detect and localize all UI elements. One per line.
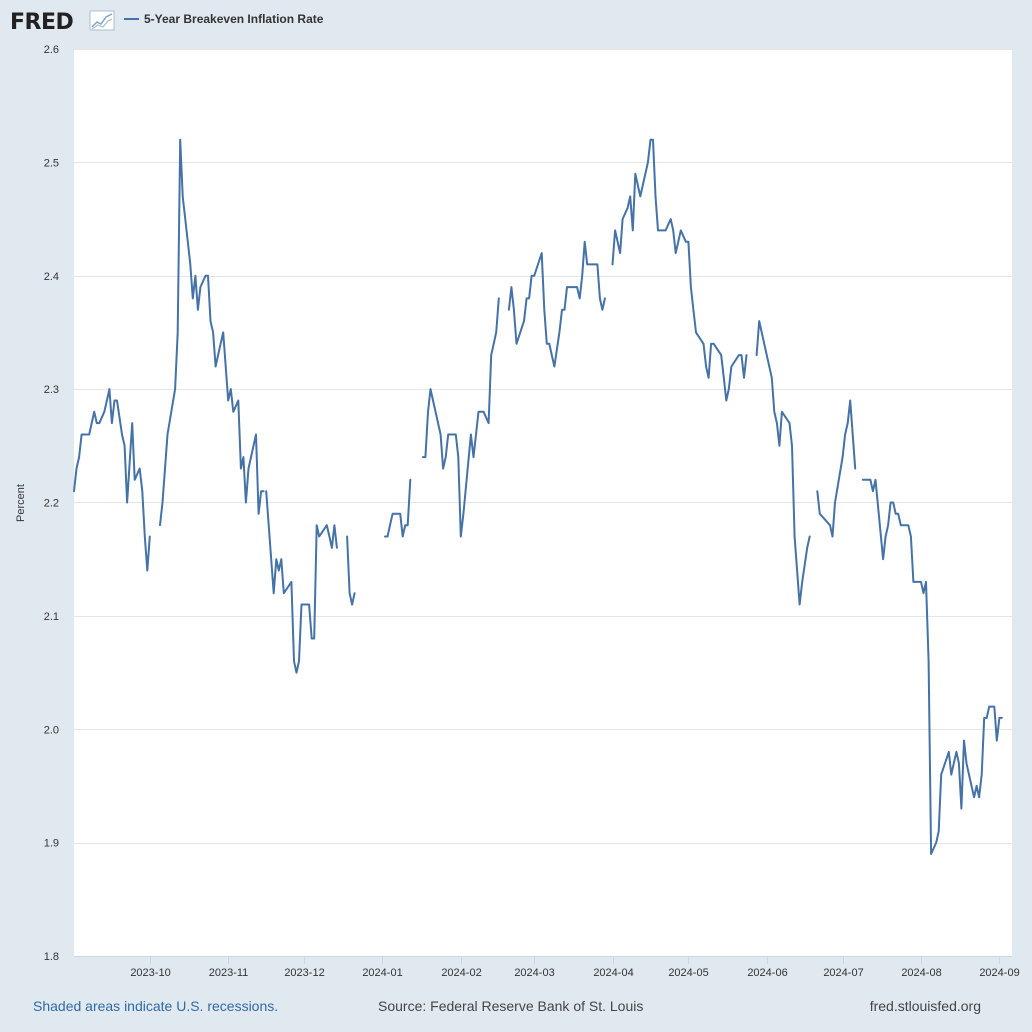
y-tick-label: 2.4 xyxy=(44,271,59,283)
legend: 5-Year Breakeven Inflation Rate xyxy=(124,12,324,26)
series-line[interactable] xyxy=(73,138,1003,855)
legend-label: 5-Year Breakeven Inflation Rate xyxy=(144,12,324,26)
series-segment[interactable] xyxy=(755,320,811,606)
source-text: Source: Federal Reserve Bank of St. Loui… xyxy=(378,998,644,1014)
series-segment[interactable] xyxy=(611,138,748,402)
series-segment[interactable] xyxy=(384,478,412,538)
x-tick-label: 2024-09 xyxy=(979,967,1019,979)
y-tick-label: 1.8 xyxy=(44,951,59,963)
fred-logo[interactable]: FRED xyxy=(10,10,115,35)
y-tick-label: 2.3 xyxy=(44,384,59,396)
x-tick-labels: 2023-10 2023-11 2023-12 2024-01 2024-02 2024-… xyxy=(130,967,1019,979)
recession-note-link[interactable]: Shaded areas indicate U.S. recessions. xyxy=(33,998,279,1014)
chart-line-icon xyxy=(89,10,115,31)
x-tick-label: 2024-01 xyxy=(362,967,402,979)
y-tick-label: 2.2 xyxy=(44,498,59,510)
series-segment[interactable] xyxy=(507,240,606,368)
x-tick-label: 2024-05 xyxy=(668,967,708,979)
x-tick-label: 2023-10 xyxy=(130,967,170,979)
y-tick-label: 2.5 xyxy=(44,157,59,169)
series-segment[interactable] xyxy=(861,478,1003,855)
x-tick-label: 2024-04 xyxy=(593,967,633,979)
y-tick-label: 2.6 xyxy=(44,44,59,56)
series-segment[interactable] xyxy=(816,399,857,538)
series-segment[interactable] xyxy=(346,535,356,606)
x-tick-marks xyxy=(150,956,1000,964)
x-tick-label: 2023-11 xyxy=(209,967,249,979)
x-tick-label: 2024-03 xyxy=(514,967,554,979)
y-tick-label: 2.0 xyxy=(44,724,59,736)
y-axis-title: Percent xyxy=(15,484,27,522)
x-tick-label: 2024-06 xyxy=(747,967,787,979)
x-tick-label: 2023-12 xyxy=(284,967,324,979)
y-tick-label: 1.9 xyxy=(44,838,59,850)
series-segment[interactable] xyxy=(159,138,265,527)
series-segment[interactable] xyxy=(421,297,500,538)
fred-logo-text: FRED xyxy=(10,10,73,35)
x-tick-label: 2024-02 xyxy=(441,967,481,979)
y-tick-label: 2.1 xyxy=(44,611,59,623)
x-tick-label: 2024-07 xyxy=(823,967,863,979)
x-tick-label: 2024-08 xyxy=(901,967,941,979)
site-link[interactable]: fred.stlouisfed.org xyxy=(869,998,981,1014)
y-tick-labels: 1.8 1.9 2.0 2.1 2.2 2.3 2.4 2.5 2.6 xyxy=(44,44,59,963)
series-segment[interactable] xyxy=(73,388,151,572)
series-segment[interactable] xyxy=(265,490,338,674)
